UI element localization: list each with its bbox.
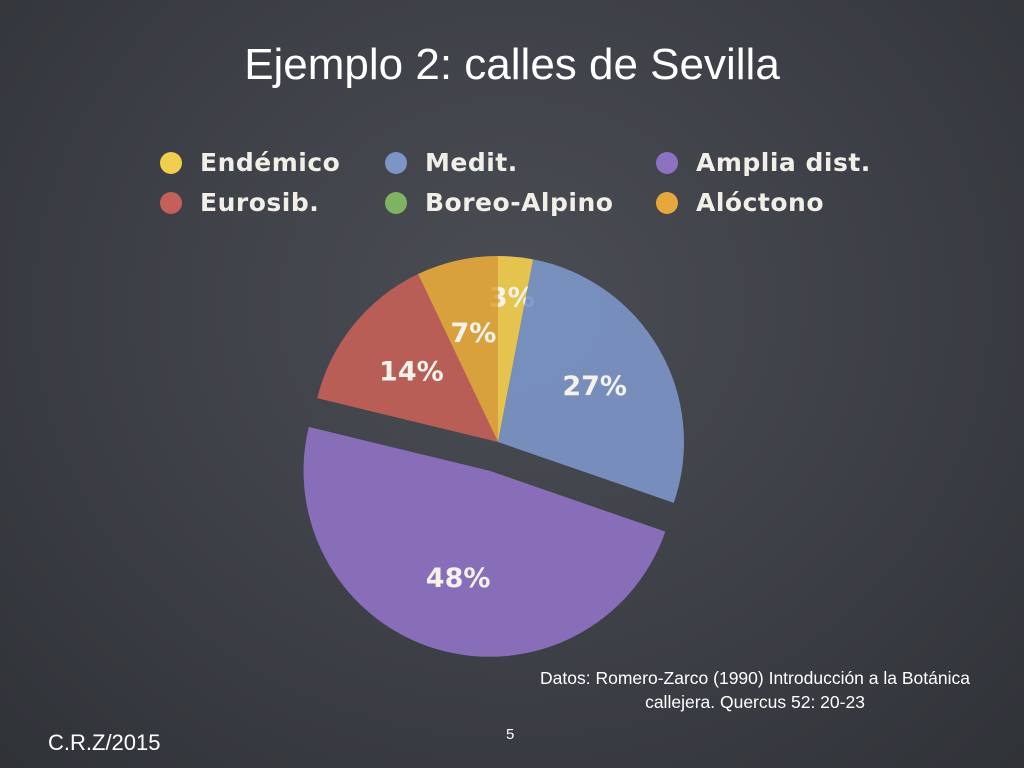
pie-slice-eurosib- <box>317 274 498 442</box>
source-line-2: callejera. Quercus 52: 20-23 <box>645 692 865 712</box>
legend-item-amplia: Amplia dist. <box>656 148 871 177</box>
legend-label: Eurosib. <box>200 188 320 217</box>
legend-label: Endémico <box>200 148 341 177</box>
legend-label: Amplia dist. <box>696 148 871 177</box>
pie-slice-medit- <box>498 259 684 503</box>
source-line-1: Datos: Romero-Zarco (1990) Introducción … <box>540 668 970 688</box>
pie-slice-end-mico <box>498 256 534 442</box>
slide-title: Ejemplo 2: calles de Sevilla <box>244 40 780 89</box>
legend-item-aloctono: Alóctono <box>656 188 824 217</box>
legend-swatch <box>656 191 678 214</box>
legend-swatch <box>160 151 182 174</box>
chart-legend: Endémico Medit. Amplia dist. Eurosib. Bo… <box>0 0 1024 240</box>
legend-label: Alóctono <box>696 188 825 217</box>
slice-label: 7% <box>450 318 496 349</box>
page-number: 5 <box>506 726 515 743</box>
legend-item-eurosib: Eurosib. <box>160 188 319 217</box>
pie-slice-amplia-dist- <box>303 426 666 657</box>
footer-credit: C.R.Z/2015 <box>48 730 161 755</box>
legend-swatch <box>656 151 678 174</box>
pie-slice-al-ctono <box>418 256 498 442</box>
slice-label: 27% <box>562 371 627 402</box>
legend-item-endemico: Endémico <box>160 148 340 177</box>
legend-swatch <box>385 151 407 174</box>
legend-swatch <box>160 191 182 214</box>
legend-label: Boreo-Alpino <box>425 188 614 217</box>
legend-item-boreo: Boreo-Alpino <box>385 188 613 217</box>
slice-label: 48% <box>426 563 491 594</box>
data-source-note: Datos: Romero-Zarco (1990) Introducción … <box>490 666 1020 714</box>
legend-label: Medit. <box>425 148 518 177</box>
legend-item-medit: Medit. <box>385 148 518 177</box>
slice-label: 14% <box>379 357 444 388</box>
legend-swatch <box>385 191 407 214</box>
